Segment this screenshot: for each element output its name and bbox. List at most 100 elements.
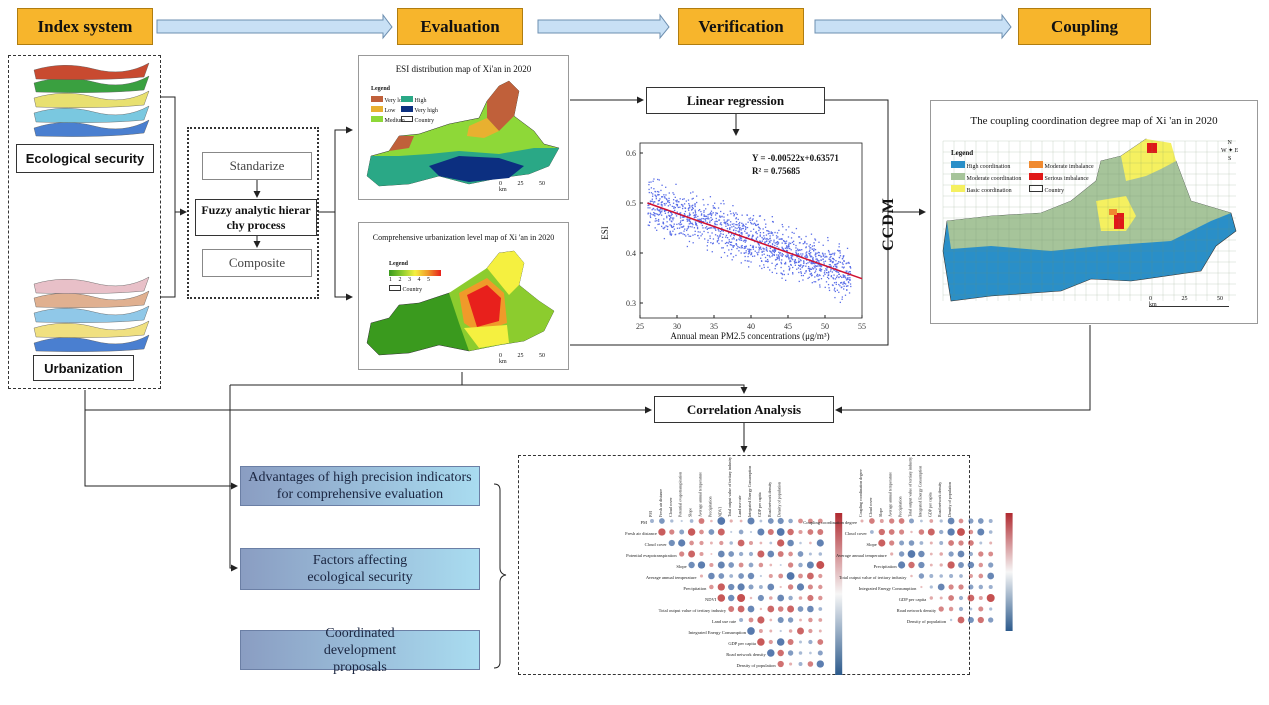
scatter-point (772, 221, 774, 223)
scatter-point (719, 235, 721, 237)
plot-frame (639, 142, 863, 319)
legend-serious-imbalance: Serious imbalance (1044, 176, 1089, 182)
scatter-point (816, 275, 818, 277)
scatter-point (849, 266, 851, 268)
scatter-point (676, 201, 678, 203)
scatter-point (759, 265, 761, 267)
scatter-point (784, 247, 787, 249)
scatter-point (798, 236, 800, 238)
correlation-dot (679, 551, 685, 557)
scatter-point (776, 256, 778, 258)
scatter-point (778, 256, 781, 258)
scatter-point (764, 241, 766, 243)
scatter-point (747, 251, 750, 253)
scatter-point (744, 255, 746, 258)
scatter-point (657, 223, 659, 226)
scatter-point (667, 211, 669, 214)
matrix-row-label: Potential evapotranspiration (626, 553, 677, 558)
correlation-dot (986, 594, 995, 602)
scatter-point (763, 253, 765, 255)
scatter-point (765, 240, 768, 243)
scatter-point (811, 282, 813, 284)
scatter-point (742, 227, 744, 230)
scatter-point (843, 260, 845, 262)
scatter-point (688, 207, 690, 209)
scatter-point (771, 232, 774, 234)
scatter-point (687, 233, 689, 236)
scatter-point (688, 220, 690, 222)
scatter-point (654, 212, 656, 215)
scatter-point (658, 194, 660, 196)
y-tick-label: 0.3 (626, 299, 636, 308)
scatter-point (738, 227, 741, 230)
scatter-point (762, 228, 764, 230)
correlation-dot (958, 606, 964, 612)
scatter-point (736, 247, 738, 250)
scatter-point (693, 214, 695, 217)
correlation-dot (778, 573, 784, 579)
correlation-dot (988, 617, 994, 623)
correlation-dot (978, 584, 984, 590)
correlation-dot (729, 519, 733, 523)
scatter-point (797, 261, 800, 264)
x-tick-label: 30 (673, 322, 681, 331)
scatter-point (648, 181, 650, 183)
legend-country: Country (1044, 188, 1065, 194)
scatter-point (755, 237, 758, 239)
correlation-dot (757, 638, 765, 646)
scatter-point (833, 282, 836, 284)
scatter-point (752, 235, 754, 237)
scatter-point (802, 265, 805, 267)
scatter-point (751, 235, 754, 238)
scatter-point (729, 244, 732, 246)
scatter-point (700, 213, 703, 215)
scatter-point (844, 283, 847, 285)
scatter-point (752, 245, 754, 247)
scatter-point (731, 238, 733, 240)
correlation-dot (789, 662, 793, 666)
scatter-point (765, 223, 767, 225)
urban-legend-title: Legend (389, 261, 409, 267)
scatter-point (676, 199, 678, 201)
scatter-point (752, 255, 754, 257)
scatter-point (658, 213, 661, 216)
correlation-dot (967, 594, 975, 602)
correlation-dot (947, 561, 955, 569)
scatter-point (731, 233, 733, 235)
matrix-col-label: Density of population (947, 482, 952, 517)
correlation-dot (767, 649, 775, 657)
scatter-point (725, 236, 727, 238)
scatter-point (764, 242, 766, 244)
scatter-point (829, 264, 831, 266)
scatter-point (798, 249, 800, 251)
scatter-point (703, 209, 705, 212)
correlation-dot (669, 529, 675, 535)
scatter-point (738, 246, 740, 249)
scatter-point (796, 254, 799, 256)
scatter-point (832, 261, 834, 264)
scatter-point (754, 223, 757, 225)
scatter-point (768, 255, 770, 257)
scatter-point (832, 265, 835, 268)
scatter-point (837, 271, 839, 273)
correlation-dot (929, 519, 934, 523)
scatter-point (702, 227, 704, 229)
correlation-dot (890, 552, 894, 556)
scatter-point (749, 252, 751, 254)
correlation-dot (777, 606, 784, 612)
coupling-map-title: The coupling coordination degree map of … (970, 115, 1218, 127)
matrix-row-label: GDP per capita (899, 597, 927, 602)
correlation-dot (710, 552, 713, 556)
scatter-point (774, 265, 777, 267)
scatter-point (810, 233, 813, 235)
scatter-point (648, 204, 650, 206)
scatter-point (825, 255, 827, 257)
scatter-point (648, 183, 650, 186)
correlation-dot (807, 661, 814, 667)
scatter-point (822, 258, 824, 261)
scatter-point (828, 258, 830, 260)
correlation-dot (777, 551, 784, 557)
matrix-col-label: Average annual temperature (888, 472, 893, 517)
scatter-point (730, 244, 733, 246)
scatter-point (847, 285, 849, 287)
